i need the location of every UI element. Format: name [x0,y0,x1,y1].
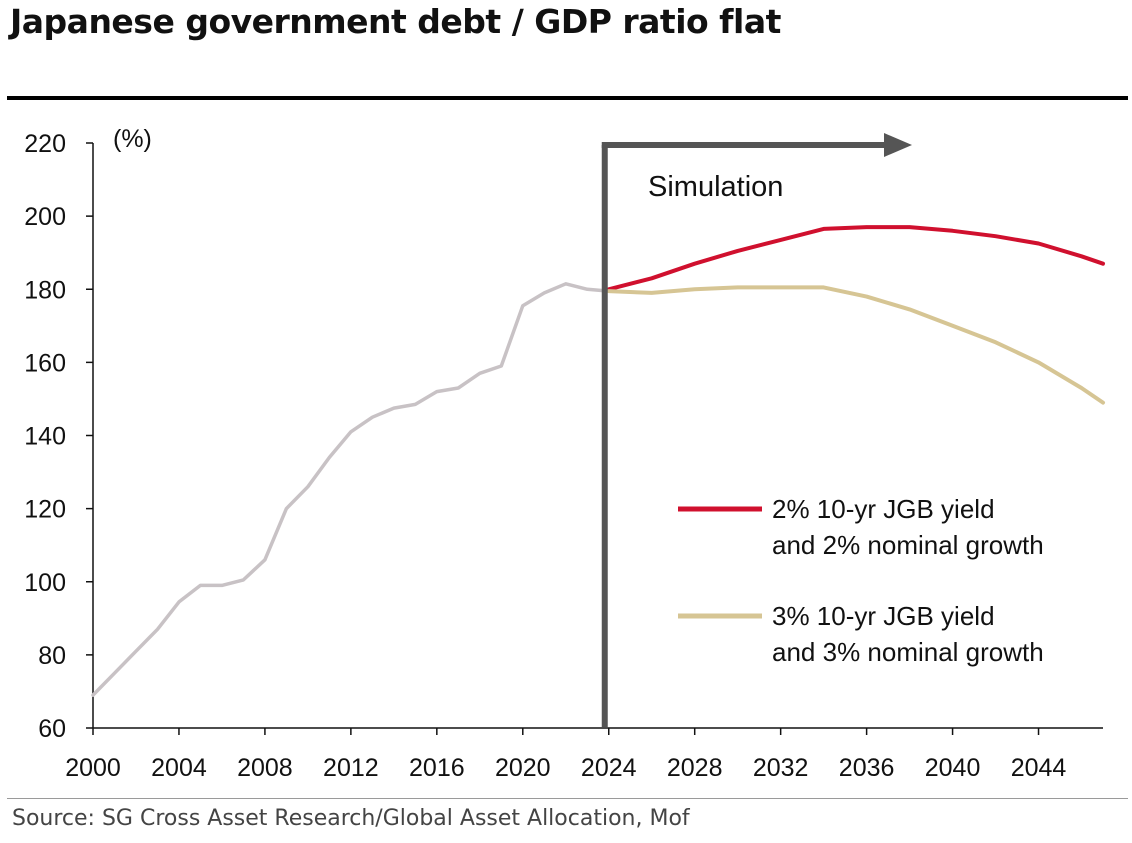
series-lines [91,225,1105,697]
x-tick-label: 2024 [581,754,637,782]
series-line-3pct [606,285,1105,405]
x-tick-label: 2016 [409,754,465,782]
y-tick-label: 220 [24,130,66,158]
y-tick-label: 80 [38,642,66,670]
simulation-marker: Simulation [601,133,912,727]
y-tick-label: 160 [24,349,66,377]
legend-label: and 2% nominal growth [772,530,1044,560]
title-rule [7,96,1128,100]
x-tick-label: 2032 [753,754,809,782]
x-tick-label: 2044 [1011,754,1067,782]
y-tick-label: 100 [24,569,66,597]
x-tick-label: 2012 [323,754,379,782]
x-tick-label: 2036 [839,754,895,782]
x-tick-label: 2028 [667,754,723,782]
y-tick-label: 60 [38,715,66,743]
series-line-history [91,282,611,697]
series-line-2pct [606,225,1105,292]
legend: 2% 10-yr JGB yield and 2% nominal growth 3… [678,494,1044,667]
legend-label: and 3% nominal growth [772,637,1044,667]
simulation-arrow-head [884,133,912,157]
y-tick-label: 140 [24,423,66,451]
x-tick-label: 2004 [151,754,207,782]
legend-label: 3% 10-yr JGB yield [772,601,995,631]
y-tick-label: 180 [24,276,66,304]
chart-title: Japanese government debt / GDP ratio fla… [10,2,781,41]
simulation-label: Simulation [648,171,783,203]
y-tick-label: 120 [24,496,66,524]
x-tick-label: 2020 [495,754,551,782]
legend-label: 2% 10-yr JGB yield [772,494,995,524]
y-tick-label: 200 [24,203,66,231]
axes: 60 80 100 120 140 160 180 200 220 2000 2004 2008 201… [24,125,1103,782]
y-axis-unit-label: (%) [113,125,152,153]
source-rule [7,798,1128,799]
x-tick-label: 2040 [925,754,981,782]
source-note: Source: SG Cross Asset Research/Global A… [12,806,690,831]
x-tick-label: 2000 [65,754,121,782]
x-tick-label: 2008 [237,754,293,782]
